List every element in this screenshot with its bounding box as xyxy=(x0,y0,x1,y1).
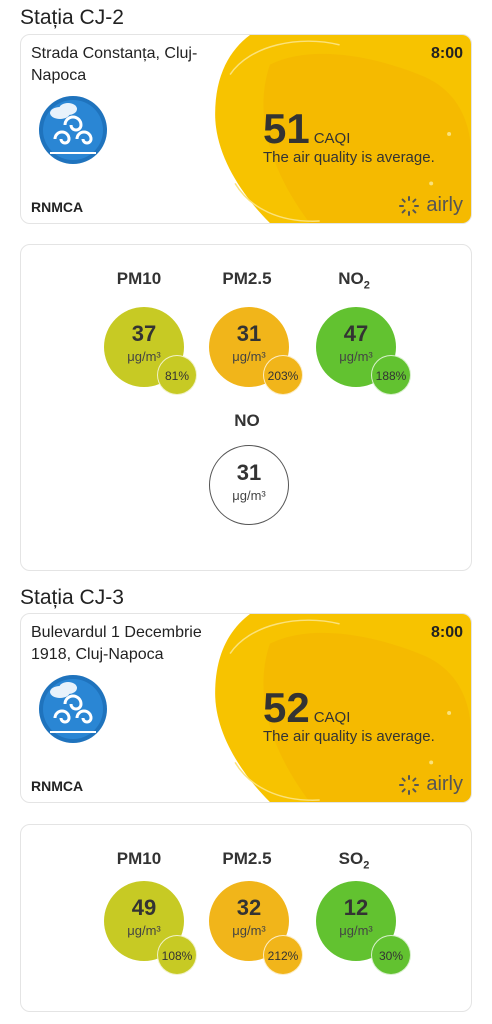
rnmca-logo-icon xyxy=(39,96,107,164)
pollutant-value: 31 xyxy=(236,321,262,346)
station-title: Stația CJ-2 xyxy=(20,6,124,29)
station-address: Bulevardul 1 Decembrie 1918, Cluj-Napoca xyxy=(31,624,202,663)
airly-brand[interactable]: airly xyxy=(398,773,463,796)
pollutant-percent-badge: 81% xyxy=(157,355,197,395)
caqi-block: 51 CAQI The air quality is average. xyxy=(263,105,435,166)
pollutant-label: SO2 xyxy=(338,849,370,872)
pollutant-no2[interactable]: NO2 xyxy=(304,269,404,291)
pollutant-label: NO2 xyxy=(338,269,370,292)
rnmca-logo-icon xyxy=(39,675,107,743)
pollutant-value: 31 xyxy=(236,460,262,485)
pollutant-percent-badge: 212% xyxy=(263,935,303,975)
caqi-value: 51 xyxy=(263,105,310,152)
pollutant-percent-badge: 108% xyxy=(157,935,197,975)
caqi-description: The air quality is average. xyxy=(263,728,435,745)
pollutant-pm10[interactable]: PM10 xyxy=(89,269,189,291)
measurement-time: 8:00 xyxy=(430,624,463,641)
pollutant-value: 49 xyxy=(131,895,157,920)
caqi-block: 52 CAQI The air quality is average. xyxy=(263,684,435,745)
pollutant-unit: μg/m³ xyxy=(339,923,373,938)
caqi-unit: CAQI xyxy=(313,130,351,147)
station-address: Strada Constanța, Cluj-Napoca xyxy=(31,45,198,84)
airly-logo-icon xyxy=(399,774,420,795)
caqi-value: 52 xyxy=(263,684,310,731)
pollutant-pm25[interactable]: PM2.5 xyxy=(197,849,297,871)
pollutant-percent-badge: 188% xyxy=(371,355,411,395)
pollutant-value: 37 xyxy=(131,321,157,346)
agency-label: RNMCA xyxy=(31,778,84,794)
measurement-time: 8:00 xyxy=(430,45,463,62)
pollutant-value-bubble[interactable]: 31 μg/m³ xyxy=(209,445,289,525)
pollutant-label: PM10 xyxy=(116,849,162,868)
pollutant-label: PM2.5 xyxy=(222,269,272,288)
caqi-background-blob xyxy=(215,614,471,802)
pollutant-pm10[interactable]: PM10 xyxy=(89,849,189,871)
pollutant-value: 12 xyxy=(343,895,369,920)
agency-label: RNMCA xyxy=(31,199,84,215)
airly-brand[interactable]: airly xyxy=(398,194,463,217)
pollutants-card: PM10 37 μg/m³ 81% PM2.5 31 μg/m³ 203% NO… xyxy=(20,244,472,571)
pollutants-card: PM10 49 μg/m³ 108% PM2.5 32 μg/m³ 212% S… xyxy=(20,824,472,1012)
airly-brand-label: airly xyxy=(426,773,463,795)
pollutant-no[interactable]: NO xyxy=(197,411,297,433)
pollutant-unit: μg/m³ xyxy=(127,349,161,364)
caqi-background-blob xyxy=(215,35,471,223)
caqi-unit: CAQI xyxy=(313,709,351,726)
pollutant-unit: μg/m³ xyxy=(339,349,373,364)
pollutant-label: PM10 xyxy=(116,269,162,288)
pollutant-label: PM2.5 xyxy=(222,849,272,868)
pollutant-percent-badge: 30% xyxy=(371,935,411,975)
airly-logo-icon xyxy=(399,195,420,216)
pollutant-unit: μg/m³ xyxy=(232,923,266,938)
pollutant-unit: μg/m³ xyxy=(232,488,266,503)
airly-brand-label: airly xyxy=(426,194,463,216)
pollutant-so2[interactable]: SO2 xyxy=(304,849,404,871)
pollutant-value: 47 xyxy=(343,321,369,346)
pollutant-value: 32 xyxy=(236,895,262,920)
caqi-description: The air quality is average. xyxy=(263,149,435,166)
pollutant-unit: μg/m³ xyxy=(232,349,266,364)
station-summary-card[interactable]: Strada Constanța, Cluj-Napoca 8:00 RNMCA… xyxy=(20,34,472,224)
pollutant-unit: μg/m³ xyxy=(127,923,161,938)
pollutant-label: NO xyxy=(234,411,260,430)
station-summary-card[interactable]: Bulevardul 1 Decembrie 1918, Cluj-Napoca… xyxy=(20,613,472,803)
pollutant-percent-badge: 203% xyxy=(263,355,303,395)
station-title: Stația CJ-3 xyxy=(20,586,124,609)
pollutant-pm25[interactable]: PM2.5 xyxy=(197,269,297,291)
